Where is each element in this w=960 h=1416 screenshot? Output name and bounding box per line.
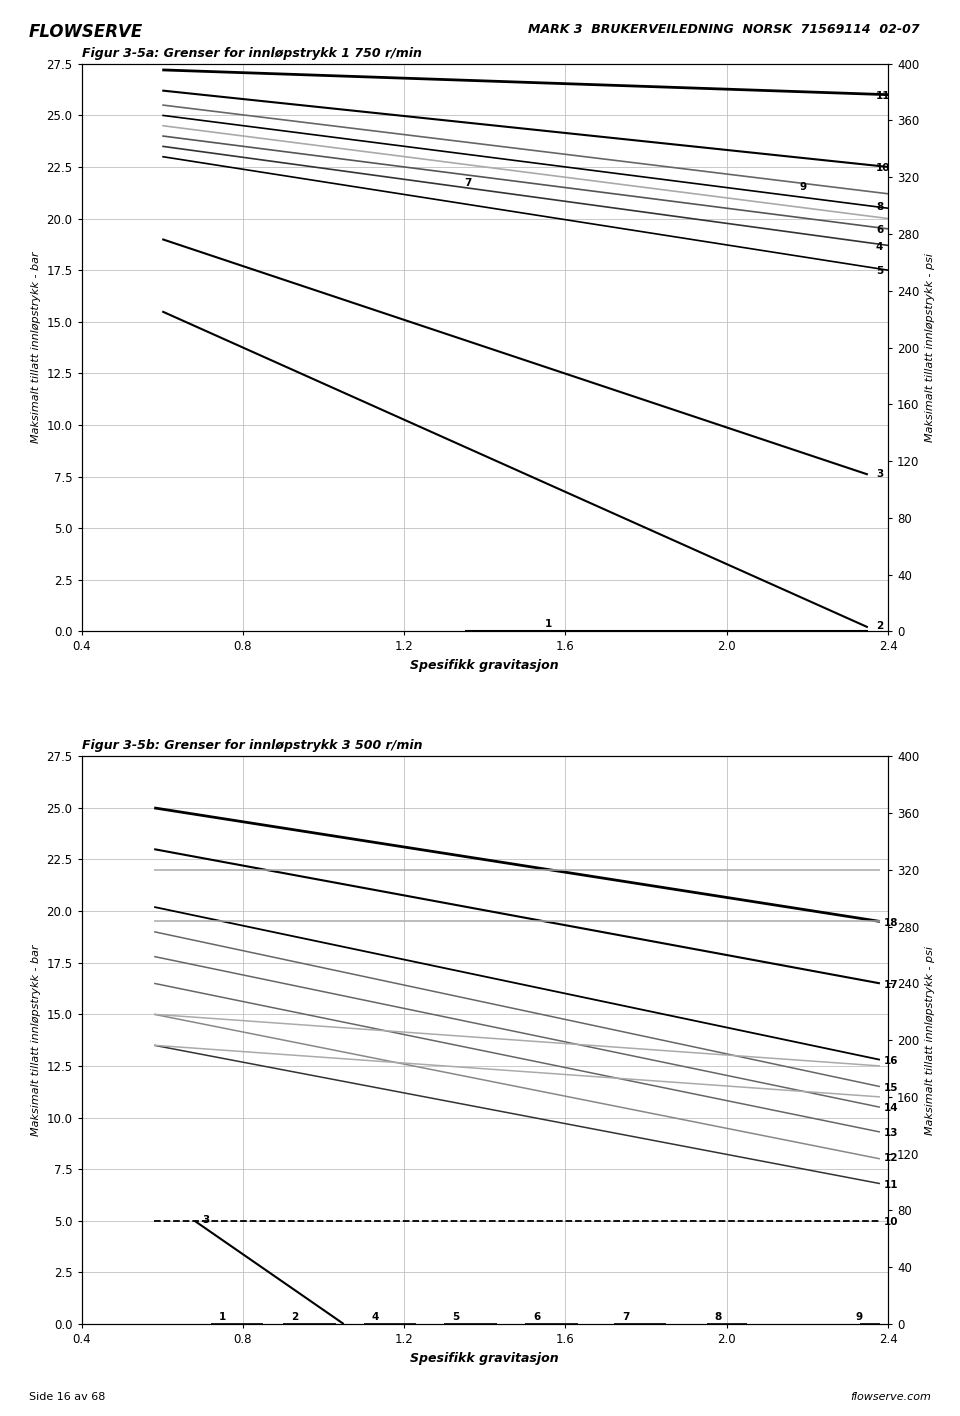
Text: 2: 2: [876, 622, 883, 632]
Text: 7: 7: [622, 1311, 629, 1323]
Text: 12: 12: [884, 1153, 899, 1163]
Text: Figur 3-5b: Grenser for innløpstrykk 3 500 r/min: Figur 3-5b: Grenser for innløpstrykk 3 5…: [82, 739, 422, 752]
Y-axis label: Maksimalt tillatt innløpstrykk - psi: Maksimalt tillatt innløpstrykk - psi: [924, 253, 935, 442]
Text: 4: 4: [372, 1311, 379, 1323]
Text: 15: 15: [884, 1083, 899, 1093]
Text: 2: 2: [291, 1311, 299, 1323]
Text: 10: 10: [884, 1216, 899, 1226]
Y-axis label: Maksimalt tillatt innløpstrykk - psi: Maksimalt tillatt innløpstrykk - psi: [924, 946, 935, 1134]
Text: FLOWSERVE: FLOWSERVE: [29, 23, 143, 41]
Y-axis label: Maksimalt tillatt innløpstrykk - bar: Maksimalt tillatt innløpstrykk - bar: [31, 944, 41, 1136]
Text: 14: 14: [884, 1103, 899, 1113]
Text: Side 16 av 68: Side 16 av 68: [29, 1392, 106, 1402]
X-axis label: Spesifikk gravitasjon: Spesifikk gravitasjon: [411, 658, 559, 673]
Text: 6: 6: [533, 1311, 540, 1323]
Text: 10: 10: [876, 163, 891, 173]
Text: 11: 11: [884, 1180, 899, 1189]
Text: 3: 3: [876, 469, 883, 479]
Text: 7: 7: [465, 177, 472, 187]
Y-axis label: Maksimalt tillatt innløpstrykk - bar: Maksimalt tillatt innløpstrykk - bar: [31, 252, 41, 443]
Text: 8: 8: [876, 202, 883, 212]
Text: 5: 5: [452, 1311, 460, 1323]
Text: flowserve.com: flowserve.com: [851, 1392, 931, 1402]
Text: 18: 18: [884, 918, 899, 927]
Text: 16: 16: [884, 1056, 899, 1066]
Text: 13: 13: [884, 1129, 899, 1138]
Text: MARK 3  BRUKERVEILEDNING  NORSK  71569114  02-07: MARK 3 BRUKERVEILEDNING NORSK 71569114 0…: [528, 23, 920, 35]
Text: 6: 6: [876, 225, 883, 235]
Text: 4: 4: [876, 242, 883, 252]
Text: 9: 9: [800, 181, 806, 191]
X-axis label: Spesifikk gravitasjon: Spesifikk gravitasjon: [411, 1351, 559, 1365]
Text: 11: 11: [876, 91, 891, 101]
Text: 8: 8: [714, 1311, 722, 1323]
Text: 5: 5: [876, 266, 883, 276]
Text: 9: 9: [855, 1311, 863, 1323]
Text: 1: 1: [545, 619, 553, 629]
Text: 17: 17: [884, 980, 899, 990]
Text: 1: 1: [219, 1311, 226, 1323]
Text: Figur 3-5a: Grenser for innløpstrykk 1 750 r/min: Figur 3-5a: Grenser for innløpstrykk 1 7…: [82, 47, 421, 59]
Text: 3: 3: [203, 1215, 210, 1225]
